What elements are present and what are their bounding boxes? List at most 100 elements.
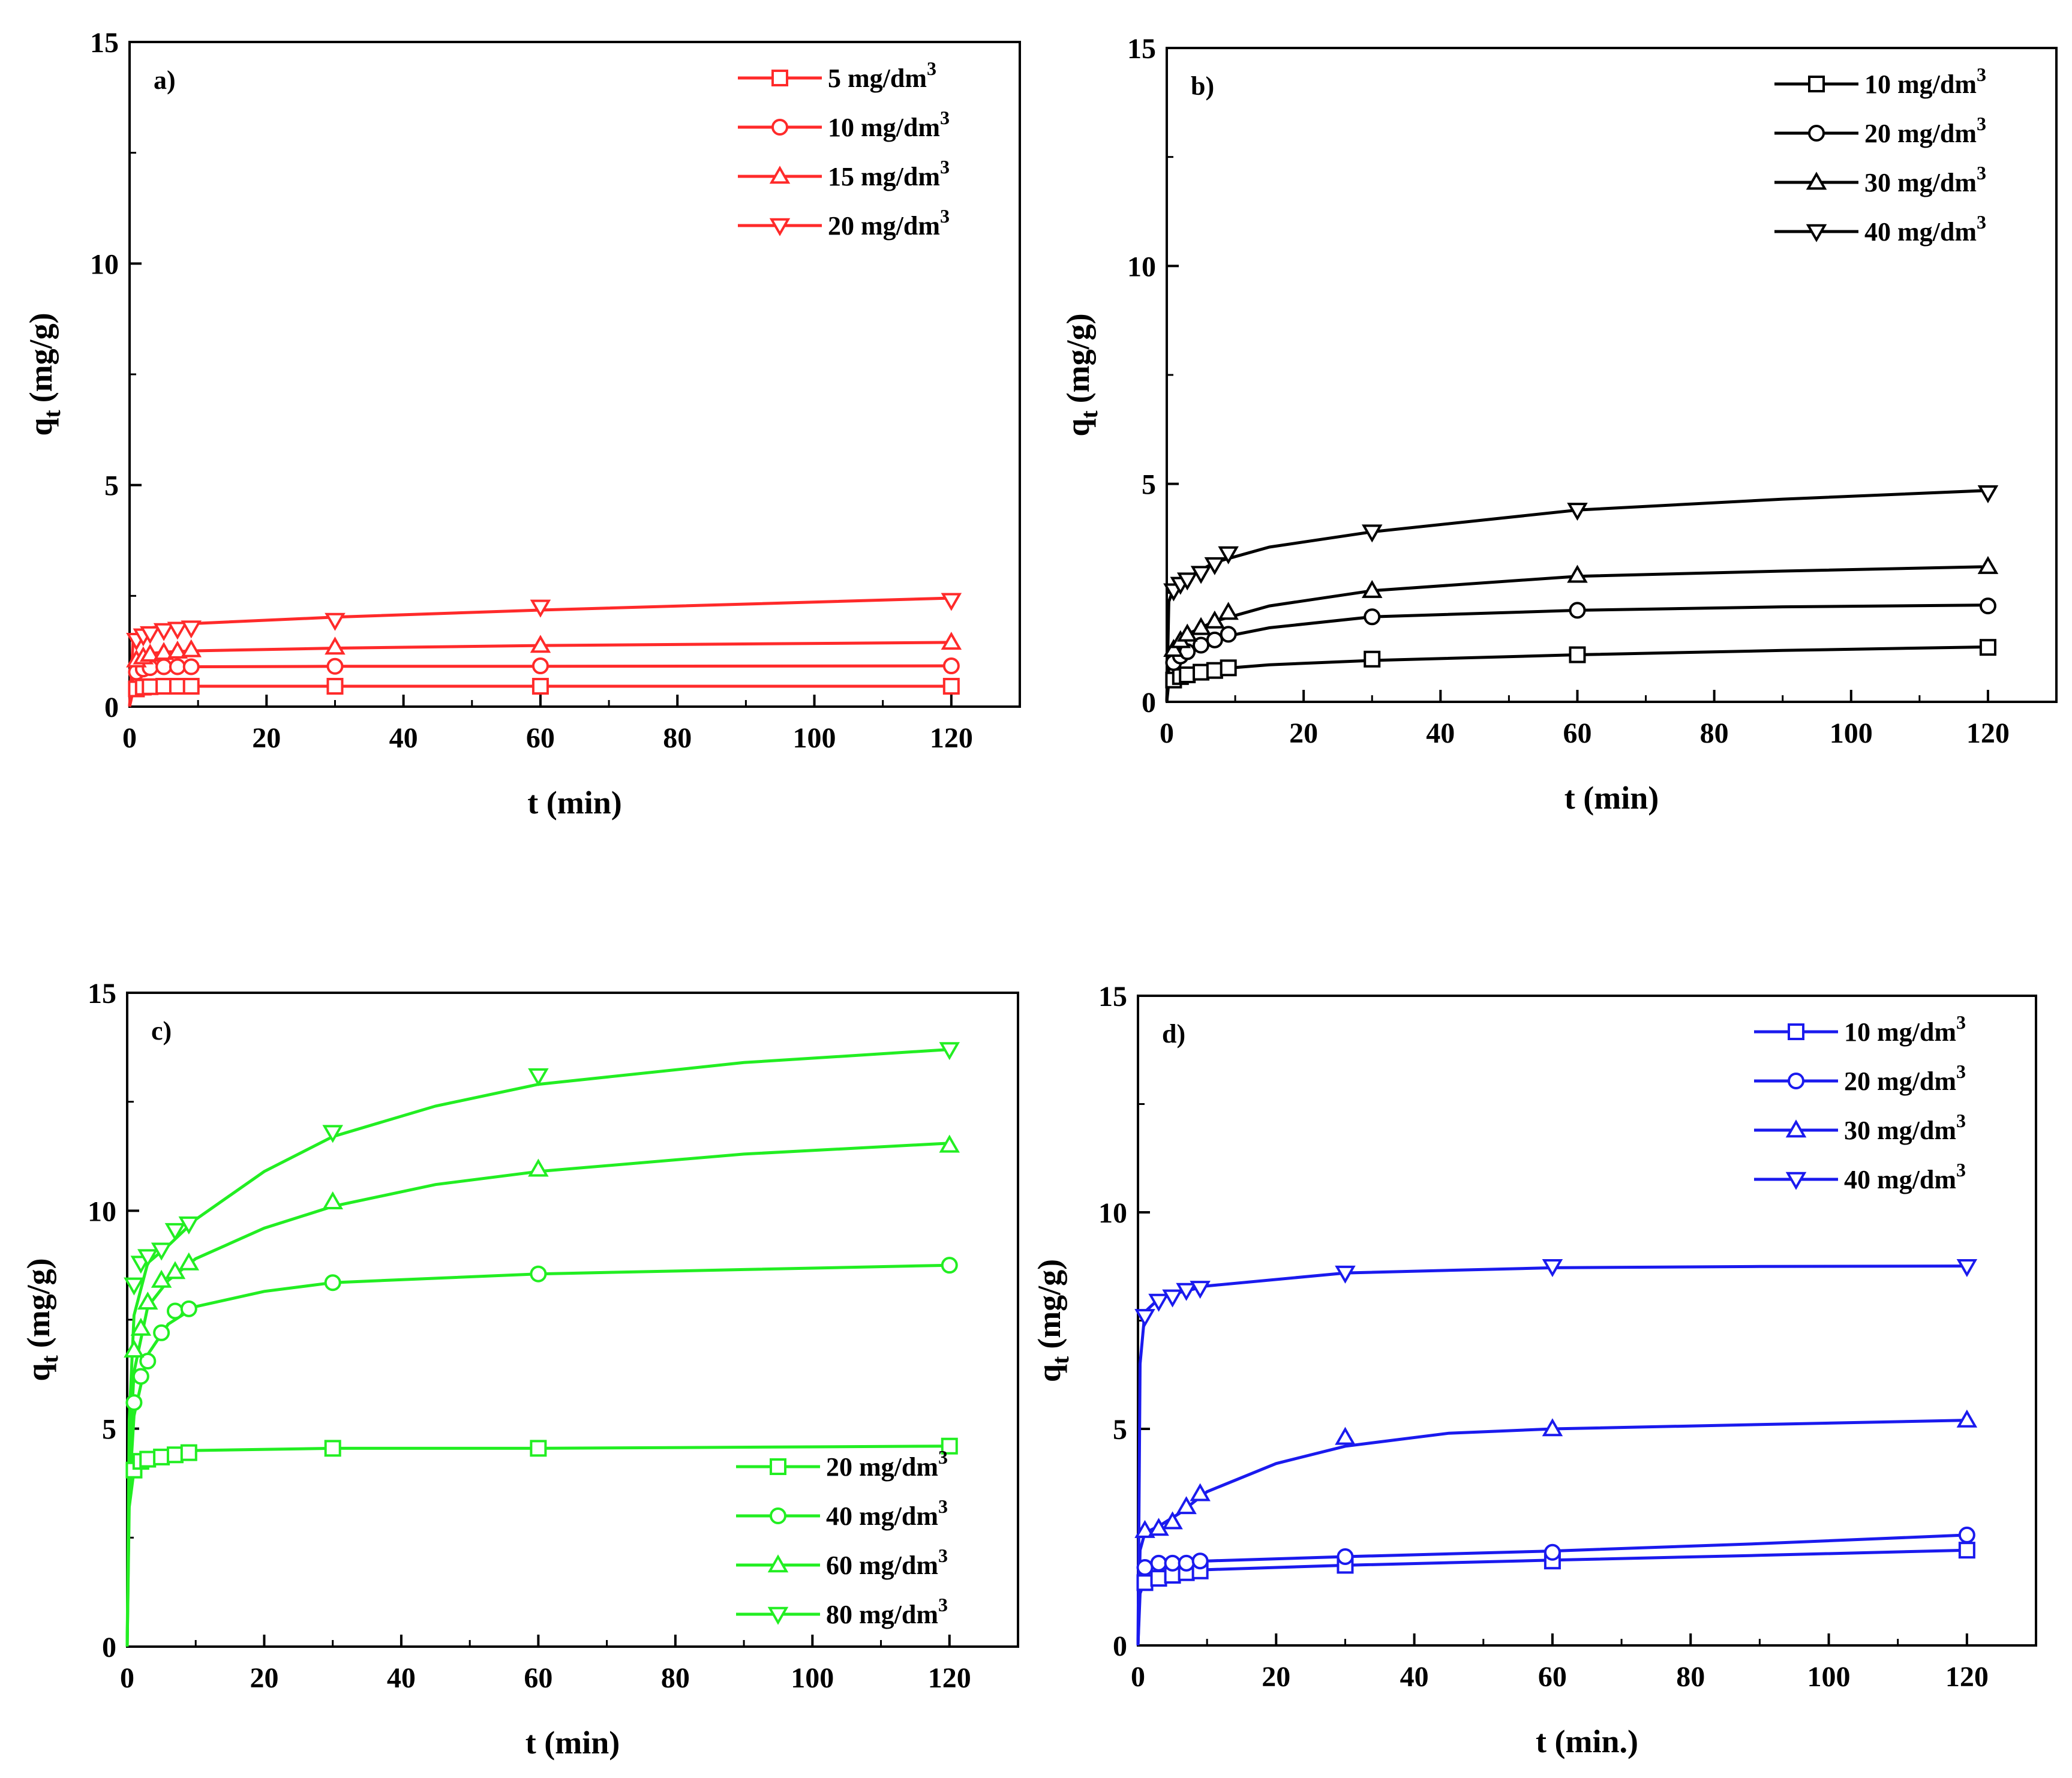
data-point <box>941 593 962 611</box>
data-point <box>1569 602 1586 619</box>
y-axis-title-unit: (mg/g) <box>20 1258 56 1348</box>
fit-line-30-mg-dm3 <box>1136 1419 1967 1646</box>
data-point <box>941 1257 958 1274</box>
series-20-mg-dm3 <box>1136 1526 1975 1576</box>
x-tick-label: 120 <box>930 722 973 754</box>
x-axis-title: t (min.) <box>1536 1723 1638 1759</box>
legend-label-text: 20 mg/dm <box>1864 119 1977 148</box>
data-point <box>137 1249 158 1268</box>
data-point <box>1190 566 1212 584</box>
legend-label-sup: 3 <box>1956 1011 1966 1033</box>
data-point <box>139 1450 157 1468</box>
legend-marker <box>767 1554 789 1573</box>
panel-label: c) <box>151 1016 172 1046</box>
data-point <box>164 1261 186 1280</box>
data-point <box>1567 503 1588 521</box>
data-point <box>1218 602 1239 620</box>
data-point <box>528 1068 549 1086</box>
x-tick-label: 0 <box>1160 717 1174 749</box>
y-axis-title-unit: (mg/g) <box>1060 313 1096 403</box>
data-point <box>1163 638 1184 657</box>
legend-label-text: 20 mg/dm <box>1844 1067 1956 1096</box>
y-axis-title-sub: t <box>38 410 65 418</box>
data-point <box>941 632 962 650</box>
legend-label-text: 10 mg/dm <box>828 113 940 142</box>
legend-label-text: 5 mg/dm <box>828 64 927 93</box>
data-point <box>1164 1554 1181 1572</box>
legend-label: 80 mg/dm3 <box>826 1594 948 1629</box>
y-axis-title-main: q <box>1031 1364 1067 1382</box>
y-axis-title: qt (mg/g) <box>23 313 65 436</box>
x-tick-label: 80 <box>661 1662 690 1694</box>
x-tick-label: 40 <box>1400 1661 1429 1693</box>
x-tick-label: 120 <box>1966 717 2010 749</box>
y-axis-title: qt (mg/g) <box>1031 1259 1074 1382</box>
data-point <box>1178 1554 1195 1572</box>
data-point <box>1150 1554 1167 1572</box>
data-point <box>151 1242 172 1261</box>
y-axis-title-main: q <box>1060 419 1096 437</box>
x-tick-label: 40 <box>389 722 418 754</box>
x-tick-label: 20 <box>1289 717 1318 749</box>
chart-panel-d: 0 20 40 60 80 100 120 0 5 10 15 t (min.) qt (mg/g) d) 1… <box>1031 981 2037 1759</box>
data-point <box>1958 1542 1975 1559</box>
legend-label-text: 40 mg/dm <box>1864 217 1977 247</box>
data-point <box>153 1324 170 1341</box>
legend-marker <box>771 70 788 86</box>
y-tick-label: 0 <box>1142 687 1156 719</box>
x-tick-label: 100 <box>1807 1661 1851 1693</box>
data-point <box>1176 1496 1197 1515</box>
data-point <box>1956 1409 1978 1428</box>
legend-marker <box>1808 125 1825 142</box>
legend-marker <box>1806 172 1827 190</box>
data-point <box>124 1277 145 1296</box>
data-point <box>130 1317 152 1336</box>
series-80-mg-dm3 <box>124 1042 960 1296</box>
data-point <box>1979 597 1996 615</box>
legend-label-text: 10 mg/dm <box>1844 1017 1956 1047</box>
y-axis-title-main: q <box>23 418 59 436</box>
legend-label-sup: 3 <box>940 205 950 227</box>
legend-label: 40 mg/dm3 <box>1864 211 1986 247</box>
data-point <box>531 657 549 675</box>
y-axis-title-unit: (mg/g) <box>1031 1259 1067 1349</box>
data-point <box>166 1302 184 1320</box>
data-point <box>1193 663 1210 681</box>
data-point <box>1956 1259 1978 1278</box>
x-tick-label: 80 <box>1700 717 1729 749</box>
x-tick-label: 80 <box>663 722 692 754</box>
y-tick-label: 15 <box>1127 33 1156 65</box>
y-axis-title-sub: t <box>36 1355 63 1363</box>
legend-label: 10 mg/dm3 <box>1864 64 1986 99</box>
y-axis-title: qt (mg/g) <box>20 1258 63 1381</box>
data-point <box>181 620 202 639</box>
data-point <box>1191 1552 1209 1570</box>
data-point <box>1190 1483 1211 1501</box>
legend-label: 30 mg/dm3 <box>1844 1110 1966 1145</box>
data-point <box>167 621 188 640</box>
legend-label-sup: 3 <box>940 107 950 128</box>
data-point <box>1134 1309 1155 1328</box>
data-point <box>169 658 186 675</box>
legend-label-sup: 3 <box>938 1495 948 1517</box>
legend-label-sup: 3 <box>1977 211 1986 233</box>
legend-label-sup: 3 <box>1956 1110 1966 1131</box>
data-point <box>1542 1259 1563 1278</box>
legend-label-text: 10 mg/dm <box>1864 70 1977 99</box>
data-point <box>180 1444 197 1461</box>
y-tick-label: 10 <box>88 1196 116 1227</box>
legend-marker <box>1785 1172 1807 1190</box>
x-tick-label: 100 <box>1830 717 1873 749</box>
legend-marker <box>1788 1073 1804 1089</box>
legend-label: 10 mg/dm3 <box>1844 1011 1966 1047</box>
legend-label-sup: 3 <box>1977 162 1986 184</box>
legend-label: 10 mg/dm3 <box>828 107 950 142</box>
x-tick-label: 0 <box>1131 1661 1145 1693</box>
fit-line-30-mg-dm3 <box>1165 565 1988 702</box>
data-point <box>1206 631 1223 648</box>
data-point <box>324 1440 341 1457</box>
series-40-mg-dm3 <box>1134 1259 1978 1328</box>
legend-label: 40 mg/dm3 <box>1844 1159 1966 1194</box>
data-point <box>155 678 173 695</box>
